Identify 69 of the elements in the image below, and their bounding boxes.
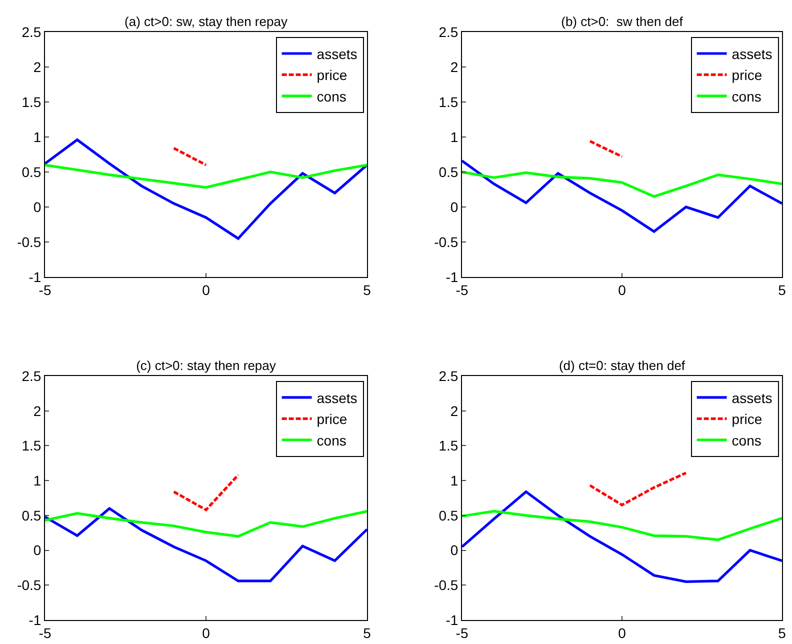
- line-series: [588, 472, 688, 506]
- chart-title: (b) ct>0: sw then def: [561, 14, 684, 29]
- y-tick-label: 1.5: [22, 94, 42, 110]
- legend-label: assets: [732, 390, 772, 406]
- legend-label: assets: [316, 390, 358, 406]
- y-tick-label: 0: [450, 542, 458, 558]
- y-tick-label: 0: [33, 198, 42, 215]
- x-tick-label: 0: [202, 624, 210, 641]
- x-tick-label: 5: [363, 282, 372, 298]
- chart-title: (a) ct>0: sw, stay then repay: [124, 14, 288, 29]
- y-tick-label: -0.5: [17, 577, 42, 594]
- y-tick-label: -1: [446, 268, 458, 285]
- y-tick-label: -1: [446, 612, 458, 628]
- y-tick-label: 1.5: [438, 94, 458, 110]
- y-tick-label: -1: [28, 612, 42, 628]
- y-tick-label: 1: [450, 472, 458, 488]
- legend-label: assets: [732, 46, 772, 62]
- x-tick-label: 0: [618, 282, 626, 298]
- line-series: [462, 170, 782, 198]
- y-tick-label: -0.5: [17, 234, 42, 250]
- x-tick-label: 0: [618, 624, 626, 641]
- y-tick-label: 2.5: [438, 24, 458, 40]
- legend-label: price: [732, 411, 762, 428]
- x-tick-label: -5: [38, 282, 52, 298]
- legend-label: price: [316, 67, 348, 84]
- x-tick-label: 5: [778, 624, 786, 641]
- line-series: [45, 507, 367, 582]
- y-tick-label: 1: [33, 472, 42, 488]
- x-tick-label: -5: [38, 624, 52, 641]
- y-tick-label: 1.5: [438, 438, 458, 454]
- x-tick-label: -5: [456, 282, 468, 298]
- legend-label: cons: [732, 88, 762, 104]
- y-tick-label: 2: [33, 402, 42, 419]
- line-series: [462, 510, 782, 542]
- y-tick-label: 2.5: [22, 368, 42, 384]
- y-tick-label: 2.5: [438, 368, 458, 384]
- line-series: [45, 138, 367, 240]
- line-series: [462, 160, 782, 233]
- y-tick-label: 2.5: [22, 24, 42, 40]
- y-tick-label: 0.5: [438, 164, 458, 180]
- y-tick-label: -0.5: [434, 577, 458, 594]
- y-tick-label: 1.5: [22, 438, 42, 454]
- legend-label: assets: [316, 46, 358, 62]
- y-tick-label: -0.5: [434, 234, 458, 250]
- x-tick-label: 0: [202, 282, 210, 298]
- y-tick-label: 2: [450, 58, 458, 75]
- x-tick-label: 5: [778, 282, 786, 298]
- y-tick-label: 0.5: [438, 507, 458, 524]
- chart-title: (d) ct=0: stay then def: [558, 358, 686, 373]
- y-tick-label: 0.5: [22, 507, 42, 524]
- legend-label: cons: [732, 432, 762, 448]
- chart-title: (c) ct>0: stay then repay: [136, 358, 276, 373]
- y-tick-label: 0: [450, 198, 458, 215]
- y-tick-label: 0: [33, 542, 42, 558]
- y-tick-label: -1: [28, 268, 42, 285]
- x-tick-label: -5: [456, 624, 468, 641]
- legend-label: price: [732, 67, 762, 84]
- y-tick-label: 2: [33, 58, 42, 75]
- line-series: [462, 490, 782, 583]
- x-tick-label: 5: [363, 624, 372, 641]
- line-series: [45, 510, 367, 538]
- y-tick-label: 1: [33, 128, 42, 145]
- legend-label: cons: [316, 88, 346, 104]
- legend-label: price: [316, 411, 348, 428]
- y-tick-label: 0.5: [22, 164, 42, 180]
- y-tick-label: 2: [450, 402, 458, 419]
- line-series: [45, 164, 367, 189]
- y-tick-label: 1: [450, 128, 458, 145]
- legend-label: cons: [316, 432, 346, 448]
